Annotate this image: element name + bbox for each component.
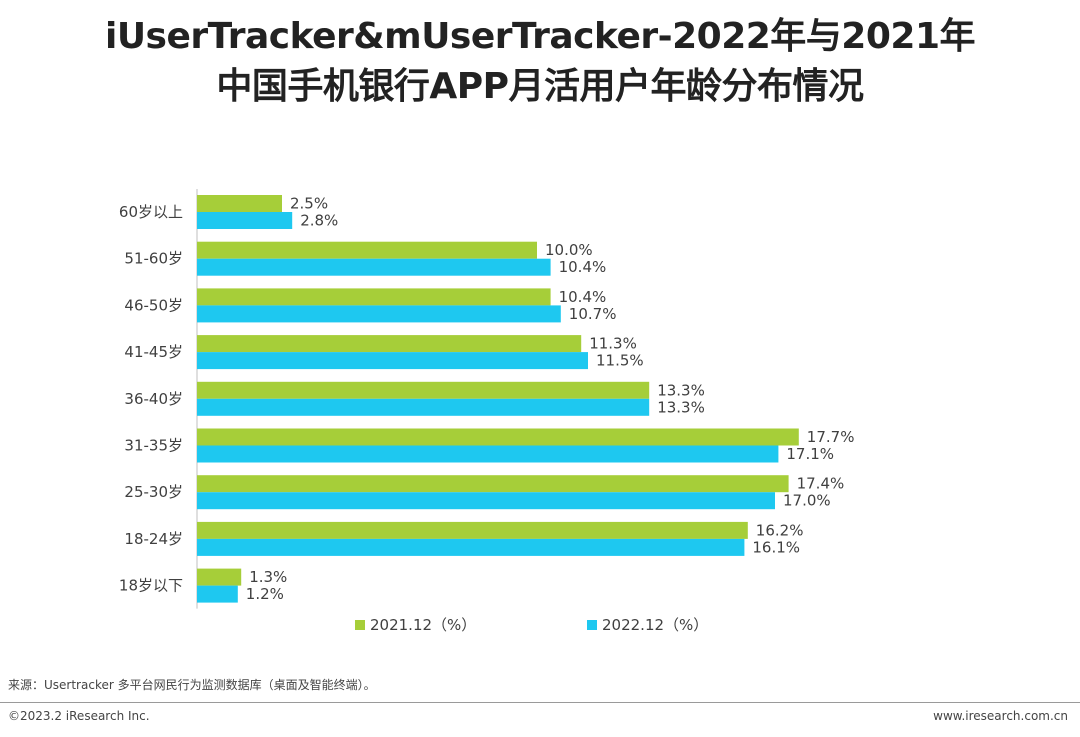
- value-label: 10.4%: [559, 258, 607, 276]
- value-label: 10.4%: [559, 288, 607, 306]
- category-label: 25-30岁: [124, 483, 183, 501]
- bar-2021: [197, 475, 789, 493]
- bar-2022: [197, 445, 779, 463]
- category-label: 18-24岁: [124, 530, 183, 548]
- bar-2022: [197, 352, 588, 370]
- copyright-text: ©2023.2 iResearch Inc.: [8, 709, 150, 723]
- category-label: 36-40岁: [124, 390, 183, 408]
- source-note: 来源：Usertracker 多平台网民行为监测数据库（桌面及智能终端）。: [8, 678, 376, 692]
- value-label: 17.1%: [786, 445, 834, 463]
- footer-divider: [0, 702, 1080, 703]
- value-label: 11.5%: [596, 352, 644, 370]
- value-label: 17.4%: [797, 475, 845, 493]
- legend-swatch: [587, 620, 597, 630]
- bar-2021: [197, 568, 242, 586]
- title-line-2: 中国手机银行APP月活用户年龄分布情况: [216, 66, 864, 107]
- bar-2021: [197, 521, 748, 539]
- legend-swatch: [355, 620, 365, 630]
- bar-2021: [197, 381, 650, 399]
- value-label: 2.5%: [290, 195, 328, 213]
- bar-2022: [197, 398, 650, 416]
- title-line-1: iUserTracker&mUserTracker-2022年与2021年: [104, 16, 976, 57]
- category-label: 60岁以上: [119, 203, 183, 221]
- chart-title: iUserTracker&mUserTracker-2022年与2021年 中国…: [0, 12, 1080, 112]
- value-label: 11.3%: [589, 335, 637, 353]
- category-label: 41-45岁: [124, 343, 183, 361]
- bar-2021: [197, 335, 582, 353]
- bar-2022: [197, 305, 561, 323]
- bar-2021: [197, 241, 537, 259]
- bar-2021: [197, 288, 551, 306]
- value-label: 2.8%: [300, 212, 338, 230]
- value-label: 10.0%: [545, 241, 593, 259]
- category-label: 46-50岁: [124, 296, 183, 314]
- website-text: www.iresearch.com.cn: [933, 709, 1068, 723]
- legend-label: 2021.12（%）: [370, 616, 476, 634]
- bar-2021: [197, 428, 799, 446]
- value-label: 13.3%: [657, 381, 705, 399]
- category-label: 31-35岁: [124, 437, 183, 455]
- bar-2022: [197, 212, 293, 229]
- value-label: 10.7%: [569, 305, 617, 323]
- bar-2022: [197, 538, 745, 556]
- category-label: 18岁以下: [119, 577, 183, 595]
- value-label: 16.2%: [756, 521, 804, 539]
- bar-2021: [197, 195, 282, 212]
- bar-2022: [197, 258, 551, 276]
- bar-2022: [197, 492, 775, 510]
- value-label: 13.3%: [657, 398, 705, 416]
- value-label: 1.2%: [246, 585, 284, 603]
- category-label: 51-60岁: [124, 250, 183, 268]
- value-label: 17.0%: [783, 492, 831, 510]
- value-label: 17.7%: [807, 428, 855, 446]
- bar-2022: [197, 585, 238, 603]
- value-label: 16.1%: [752, 538, 800, 556]
- legend-label: 2022.12（%）: [602, 616, 708, 634]
- value-label: 1.3%: [249, 568, 287, 586]
